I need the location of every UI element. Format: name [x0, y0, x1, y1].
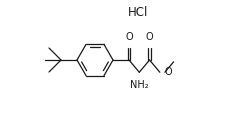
Text: O: O: [165, 67, 172, 77]
Text: HCl: HCl: [128, 7, 148, 19]
Text: O: O: [146, 32, 154, 42]
Text: NH₂: NH₂: [130, 80, 148, 90]
Text: O: O: [125, 32, 133, 42]
